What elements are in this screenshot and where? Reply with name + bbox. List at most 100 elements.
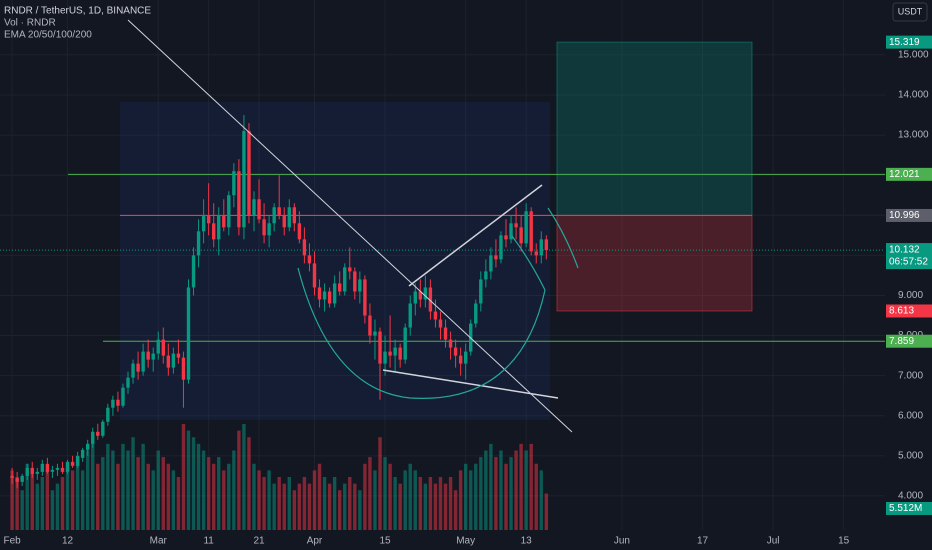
volume-bar (353, 483, 357, 530)
volume-bar (448, 477, 453, 530)
volume-bar (70, 470, 75, 530)
x-tick-label: Feb (3, 536, 21, 547)
volume-bar (443, 483, 448, 530)
candle-body (484, 271, 488, 280)
volume-bar (176, 477, 181, 530)
x-tick-label: Apr (307, 536, 323, 547)
volume-bar (242, 424, 246, 530)
volume-bar (292, 490, 297, 530)
candle-body (50, 469, 55, 472)
volume-bar (111, 450, 115, 530)
volume-bar (307, 483, 312, 530)
level-label: 12.021 (889, 169, 920, 180)
volume-bar (327, 483, 332, 530)
y-tick-label: 15.000 (898, 50, 929, 61)
volume-bar (55, 483, 60, 530)
x-tick-label: 15 (379, 536, 391, 547)
volume-bar (458, 470, 463, 530)
x-tick-label: Jun (614, 536, 630, 547)
currency-label[interactable]: USDT (898, 6, 923, 16)
volume-bar (494, 457, 498, 530)
volume-bar (287, 477, 291, 530)
candle-body (101, 421, 105, 436)
candle-body (237, 171, 241, 228)
volume-bar (65, 463, 70, 530)
volume-bar (469, 470, 473, 530)
candle-body (106, 407, 110, 422)
volume-bar (191, 437, 196, 530)
candle-body (80, 449, 85, 458)
volume-bar (96, 463, 100, 530)
volume-bar (514, 450, 518, 530)
volume-bar (121, 443, 125, 530)
volume-bar (373, 470, 377, 530)
curve-drawing (297, 267, 546, 399)
candle-body (292, 207, 297, 224)
candle-body (348, 267, 352, 272)
indicator-label: EMA 20/50/100/200 (4, 30, 92, 41)
volume-bar (247, 437, 251, 530)
volume-bar (40, 477, 45, 530)
trend-line (382, 369, 559, 399)
candle-body (227, 195, 231, 228)
volume-bar (25, 463, 29, 530)
candle-body (383, 351, 387, 364)
x-tick-label: May (456, 536, 475, 547)
volume-bar (453, 490, 458, 530)
volume-bar (10, 470, 14, 530)
candle-body (418, 291, 423, 300)
volume-bar (418, 477, 423, 530)
volume-bar (106, 443, 110, 530)
volume-bar (368, 457, 372, 530)
candle-body (489, 255, 493, 272)
volume-bar (166, 463, 171, 530)
candle-body (20, 475, 24, 482)
y-tick-label: 4.000 (898, 491, 923, 502)
candle-body (96, 431, 100, 436)
y-tick-label: 14.000 (898, 90, 929, 101)
volume-bar (343, 483, 347, 530)
volume-bar (75, 457, 80, 530)
volume-bar (489, 443, 493, 530)
candle-body (343, 267, 347, 292)
countdown: 06:57:52 (889, 257, 928, 268)
last-price-bg (886, 243, 932, 270)
candle-body (196, 231, 201, 256)
volume-bar (332, 477, 337, 530)
candle-body (30, 467, 34, 474)
candle-body (504, 235, 508, 240)
volume-bar (479, 457, 483, 530)
volume-bar (50, 490, 55, 530)
volume-bar (237, 430, 241, 530)
candle-body (433, 311, 438, 320)
volume-bar (544, 493, 549, 530)
candle-body (353, 271, 357, 292)
candle-body (368, 315, 372, 336)
x-tick-label: 21 (253, 536, 265, 547)
x-tick-label: Mar (150, 536, 168, 547)
volume-bar (35, 483, 39, 530)
candle-body (413, 291, 417, 304)
candle-body (65, 461, 70, 472)
volume-bar (206, 457, 211, 530)
candle-body (272, 207, 276, 224)
candle-body (126, 377, 130, 388)
x-tick-label: 15 (838, 536, 850, 547)
candle-body (91, 431, 95, 444)
candle-body (428, 287, 433, 312)
candle-body (151, 353, 155, 360)
volume-bar (131, 437, 135, 530)
candle-body (257, 199, 261, 220)
candle-body (171, 353, 176, 368)
volume-bar (282, 483, 286, 530)
level-label: 7.859 (889, 336, 914, 347)
candle-body (191, 255, 196, 288)
volume-bar (201, 450, 206, 530)
candle-body (312, 263, 317, 288)
currency-button[interactable] (892, 2, 928, 22)
candle-body (45, 463, 50, 472)
volume-bar (413, 470, 417, 530)
candle-body (267, 223, 271, 236)
volume-bar (60, 477, 65, 530)
target-label-bg (886, 35, 932, 49)
